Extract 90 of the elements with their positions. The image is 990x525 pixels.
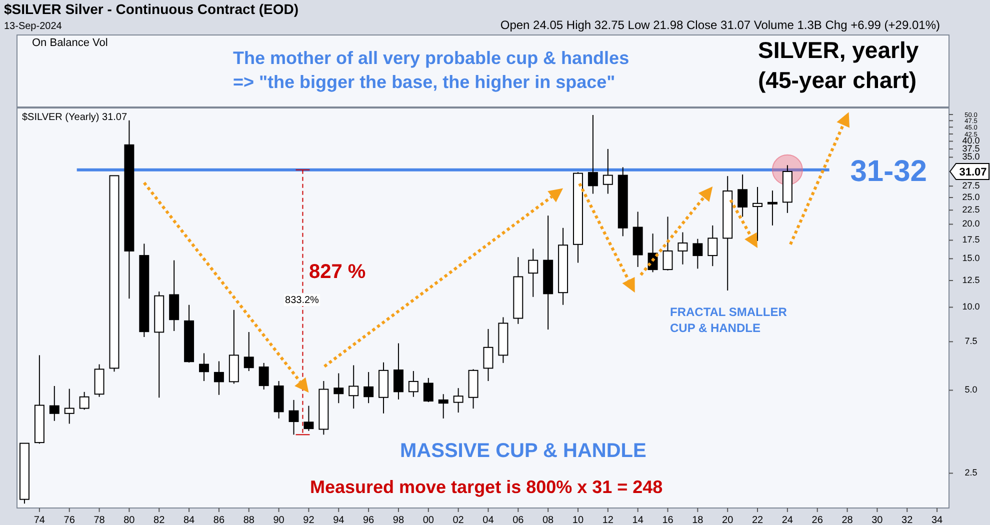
x-tick-label: 90	[273, 515, 285, 525]
chart-title: $SILVER Silver - Continuous Contract (EOD)	[4, 1, 299, 17]
x-tick-label: 34	[931, 515, 944, 525]
candlestick	[64, 388, 74, 424]
text: On Balance Vol	[32, 37, 108, 49]
chart-subtitle: 13-Sep-2024	[4, 21, 62, 32]
x-tick-label: 74	[34, 515, 46, 525]
x-tick-label: 98	[392, 515, 404, 525]
candlestick	[483, 328, 494, 382]
y-tick-label: 2.5	[964, 468, 978, 478]
candlestick	[364, 372, 374, 404]
y-tick-label: 15.0	[962, 253, 980, 264]
x-tick-label: 02	[452, 515, 464, 525]
y-tick-label: 35.0	[962, 152, 980, 162]
x-tick-label: 16	[662, 515, 674, 525]
y-tick-label: 37.5	[962, 143, 980, 154]
candlestick	[708, 224, 718, 267]
x-tick-label: 78	[94, 515, 106, 525]
candlestick	[214, 360, 224, 396]
candlestick	[393, 342, 404, 400]
x-tick-label: 92	[303, 515, 315, 525]
annotation: 827 %	[309, 261, 366, 283]
x-tick-label: 30	[872, 515, 884, 525]
candlestick	[767, 190, 778, 226]
candlestick	[692, 238, 703, 270]
candlestick	[244, 332, 254, 372]
x-tick-label: 26	[812, 515, 824, 525]
candlestick	[334, 372, 344, 404]
text: Open 24.05 High 32.75 Low 21.98 Close 31.07 Volume 1.3B Chg +6.99 (+29.01%)	[500, 18, 940, 32]
candlestick	[408, 370, 418, 398]
x-tick-label: 84	[183, 515, 196, 525]
x-tick-label: 82	[154, 515, 166, 525]
x-tick-label: 76	[64, 515, 76, 525]
candlestick	[258, 362, 269, 390]
candlestick	[588, 114, 598, 194]
ref-line-label: 31-32	[850, 154, 927, 188]
y-tick-label: 25.0	[962, 192, 980, 202]
text: The mother of all very probable cup & handles	[233, 48, 630, 68]
x-tick-label: 04	[482, 515, 494, 525]
candlestick	[752, 186, 762, 242]
x-tick-label: 08	[542, 515, 554, 525]
x-tick-label: 12	[602, 515, 614, 525]
x-tick-label: 10	[572, 515, 584, 525]
y-tick-label: 10.0	[962, 302, 980, 312]
x-tick-label: 32	[902, 515, 914, 525]
candlestick	[348, 364, 359, 410]
x-tick-label: 28	[842, 515, 854, 525]
candlestick	[528, 248, 538, 298]
y-tick-label: 5.0	[964, 384, 978, 395]
x-tick-label: 22	[752, 515, 764, 525]
candlestick	[453, 388, 464, 414]
candlestick	[288, 399, 299, 436]
x-tick-label: 20	[722, 515, 734, 525]
annotation: FRACTAL SMALLER	[670, 305, 788, 319]
x-tick-label: 96	[362, 515, 375, 525]
y-tick-label: 20.0	[962, 218, 980, 229]
x-tick-label: 24	[782, 515, 794, 525]
candlestick	[79, 391, 90, 410]
text: => "the bigger the base, the higher in space"	[233, 72, 616, 92]
candlestick	[678, 232, 688, 265]
x-tick-label: 94	[333, 515, 345, 525]
text: (45-year chart)	[758, 67, 917, 93]
x-tick-label: 86	[213, 515, 225, 525]
candlestick	[49, 386, 60, 422]
x-tick-label: 18	[692, 515, 704, 525]
y-tick-label: 22.5	[962, 204, 980, 215]
y-tick-label: 17.5	[962, 234, 980, 245]
x-tick-label: 14	[632, 515, 644, 525]
x-tick-label: 88	[243, 515, 255, 525]
annotation: Measured move target is 800% x 31 = 248	[310, 477, 663, 497]
y-tick-label: 7.5	[964, 336, 978, 346]
x-tick-label: 80	[124, 515, 136, 525]
x-tick-label: 00	[422, 515, 434, 525]
annotation: MASSIVE CUP & HANDLE	[400, 440, 646, 462]
candlestick	[423, 377, 434, 403]
candlestick	[438, 394, 448, 419]
y-tick-label: 40.0	[962, 136, 980, 146]
x-tick-label: 06	[512, 515, 524, 525]
candlestick	[304, 405, 314, 432]
annotation: 833.2%	[285, 295, 320, 306]
candlestick	[662, 216, 673, 271]
y-tick-label: 27.5	[962, 180, 980, 191]
text: 31.07	[959, 166, 987, 178]
annotation: CUP & HANDLE	[670, 321, 760, 335]
y-tick-label: 12.5	[962, 275, 980, 286]
candlestick	[199, 352, 209, 382]
annotation: $SILVER (Yearly) 31.07	[22, 112, 128, 123]
candlestick	[738, 174, 748, 218]
candlestick	[602, 148, 613, 194]
text: SILVER, yearly	[758, 37, 919, 63]
